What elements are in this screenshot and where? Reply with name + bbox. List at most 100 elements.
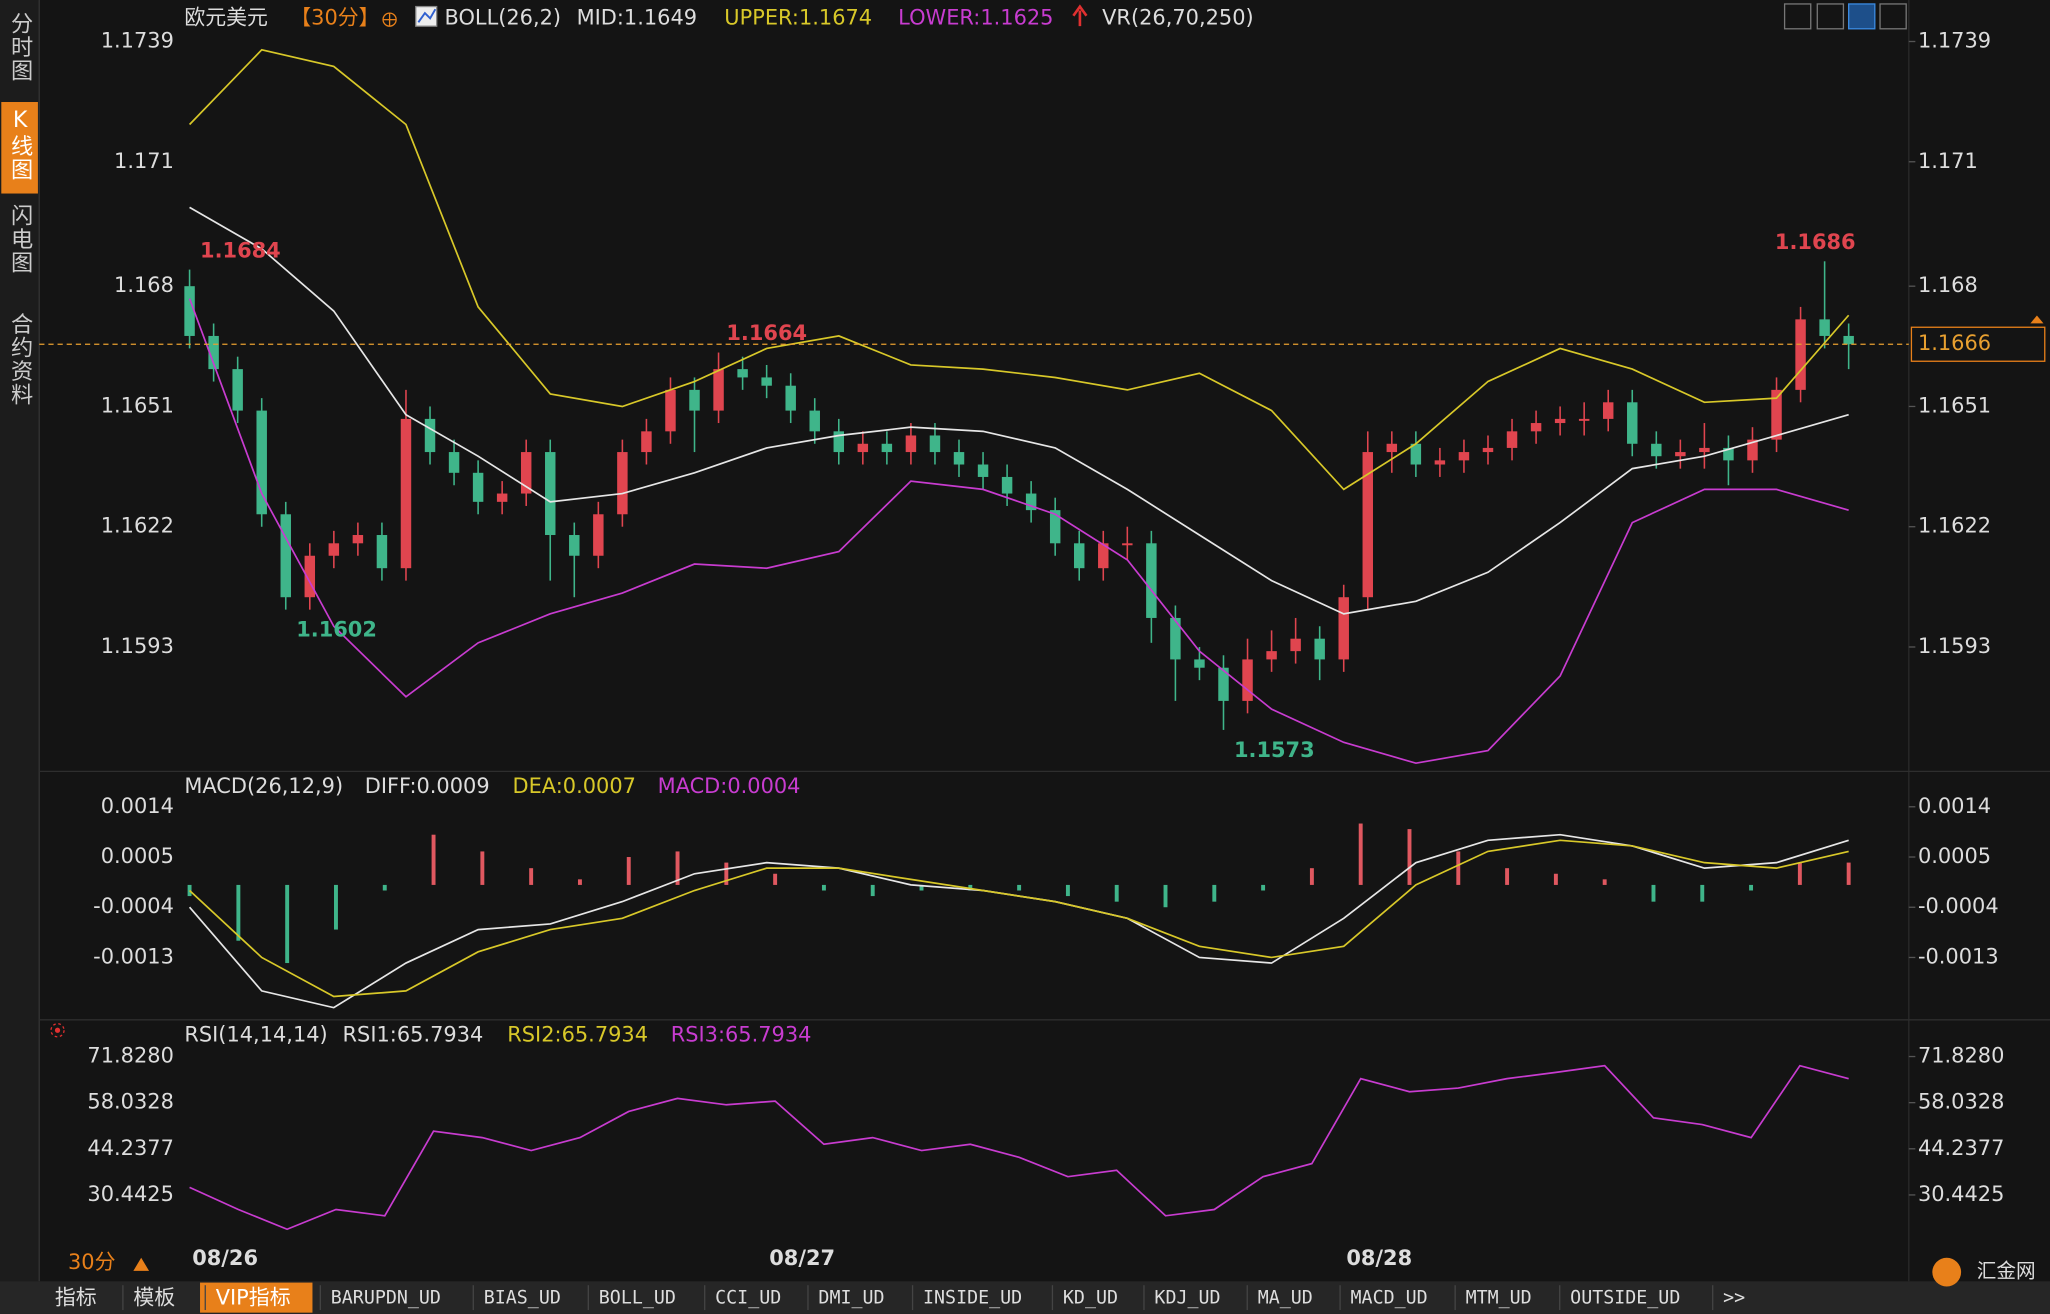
- candle-body: [1819, 319, 1830, 336]
- macd-bar: [1797, 862, 1802, 885]
- macd-bar: [1017, 884, 1022, 891]
- macd-bar: [1651, 884, 1656, 902]
- indicator-icon: [417, 8, 437, 23]
- macd-bar: [724, 862, 729, 885]
- y-tick-label: 71.8280: [1918, 1044, 2004, 1068]
- macd-bar: [334, 884, 338, 930]
- tool-icon[interactable]: [1783, 3, 1812, 30]
- indicator-label: RSI3:65.7934: [671, 1022, 812, 1046]
- bottom-tab[interactable]: KDJ_UD: [1154, 1287, 1220, 1308]
- arrow-icon: [1072, 4, 1088, 27]
- candle-body: [1266, 651, 1277, 660]
- bottom-tab[interactable]: 指标: [55, 1285, 97, 1309]
- tab-active-bg: [1, 102, 38, 194]
- bottom-tab[interactable]: MACD_UD: [1351, 1287, 1428, 1308]
- candle-body: [1410, 443, 1422, 465]
- macd-bar: [1065, 884, 1070, 897]
- bottom-tab[interactable]: CCI_UD: [715, 1287, 781, 1308]
- price-annotation: 1.1686: [1775, 230, 1856, 254]
- sidebar-tab[interactable]: 闪电图: [7, 204, 33, 275]
- indicator-label: MID:1.1649: [577, 5, 698, 29]
- macd-bar: [529, 868, 534, 885]
- candle-body: [737, 369, 748, 378]
- bottom-tab[interactable]: INSIDE_UD: [923, 1287, 1022, 1308]
- y-tick-label: 1.1622: [101, 514, 174, 538]
- candle-body: [1242, 659, 1253, 701]
- y-tick-label: 1.1593: [1918, 634, 1991, 658]
- period-label[interactable]: 30分: [68, 1250, 116, 1274]
- candle-body: [929, 435, 941, 453]
- candle-body: [1578, 418, 1590, 421]
- sidebar-tab[interactable]: 分时图: [7, 11, 33, 82]
- y-tick-label: 0.0005: [1918, 844, 1991, 868]
- macd-bar: [1358, 823, 1363, 885]
- candle-body: [400, 418, 412, 569]
- candle-body: [1554, 418, 1566, 424]
- bottom-tab[interactable]: >>: [1723, 1287, 1745, 1308]
- y-tick-label: 0.0005: [101, 844, 174, 868]
- bottom-tab[interactable]: MA_UD: [1258, 1287, 1313, 1308]
- candle-body: [1170, 617, 1181, 660]
- boll-line: [188, 48, 1850, 491]
- candle-body: [1627, 402, 1638, 444]
- bottom-tab[interactable]: BIAS_UD: [484, 1287, 561, 1308]
- macd-bar: [480, 851, 485, 885]
- macd-bar: [870, 884, 875, 897]
- y-tick-label: 1.168: [1918, 273, 1978, 297]
- candle-body: [665, 389, 676, 432]
- macd-bar: [1261, 884, 1266, 891]
- indicator-label: MACD(26,12,9): [184, 774, 343, 798]
- macd-bar: [821, 884, 826, 891]
- last-price-box: [1910, 326, 2046, 362]
- settings-icon[interactable]: [50, 1023, 65, 1038]
- y-tick-label: -0.0004: [93, 894, 174, 918]
- bottom-tab[interactable]: OUTSIDE_UD: [1570, 1287, 1680, 1308]
- period-arrow[interactable]: [133, 1257, 150, 1271]
- y-tick-label: 1.171: [1918, 149, 1978, 173]
- tool-icon[interactable]: [1848, 3, 1876, 30]
- candle-body: [1073, 543, 1085, 569]
- candle-body: [881, 443, 893, 453]
- y-tick-label: 1.1622: [1918, 514, 1991, 538]
- tool-icon[interactable]: [1816, 3, 1845, 30]
- candle-body: [1049, 510, 1061, 544]
- price-annotation: 1.1573: [1234, 738, 1315, 762]
- last-price-arrow: [2030, 315, 2044, 324]
- price-annotation: 1.1664: [726, 321, 807, 345]
- y-tick-label: 30.4425: [87, 1182, 173, 1206]
- candle-body: [1290, 638, 1301, 652]
- bottom-tab[interactable]: 模板: [133, 1285, 175, 1309]
- candle-body: [545, 452, 556, 536]
- candle-body: [328, 543, 340, 556]
- candle-body: [1795, 319, 1806, 390]
- candle-body: [256, 410, 267, 515]
- sidebar-tab[interactable]: K线图: [7, 107, 33, 181]
- candle-body: [689, 389, 700, 411]
- y-tick-label: 58.0328: [87, 1090, 173, 1114]
- candle-body: [1122, 543, 1133, 546]
- candle-body: [1386, 443, 1398, 453]
- sidebar-tab[interactable]: 合约资料: [7, 312, 33, 407]
- y-tick-label: 1.171: [114, 149, 174, 173]
- indicator-label: RSI1:65.7934: [343, 1022, 484, 1046]
- bottom-tab[interactable]: BOLL_UD: [599, 1287, 676, 1308]
- bottom-tab[interactable]: DMI_UD: [818, 1287, 884, 1308]
- logo-icon: [1932, 1257, 1962, 1287]
- candle-body: [833, 431, 845, 453]
- tool-icon[interactable]: [1879, 3, 1907, 30]
- candle-body: [1001, 476, 1013, 494]
- bottom-tab[interactable]: VIP指标: [216, 1285, 291, 1309]
- candle-body: [1218, 667, 1229, 701]
- candle-body: [953, 452, 965, 465]
- y-tick-label: 1.1739: [101, 29, 174, 53]
- candle-body: [1098, 543, 1109, 569]
- bottom-tab[interactable]: BARUPDN_UD: [331, 1287, 441, 1308]
- y-tick-label: 44.2377: [87, 1136, 173, 1160]
- macd-bar: [1553, 873, 1558, 885]
- bottom-tab[interactable]: KD_UD: [1063, 1287, 1118, 1308]
- candle-body: [617, 452, 628, 515]
- bottom-tab[interactable]: MTM_UD: [1466, 1287, 1532, 1308]
- candle-body: [472, 472, 484, 502]
